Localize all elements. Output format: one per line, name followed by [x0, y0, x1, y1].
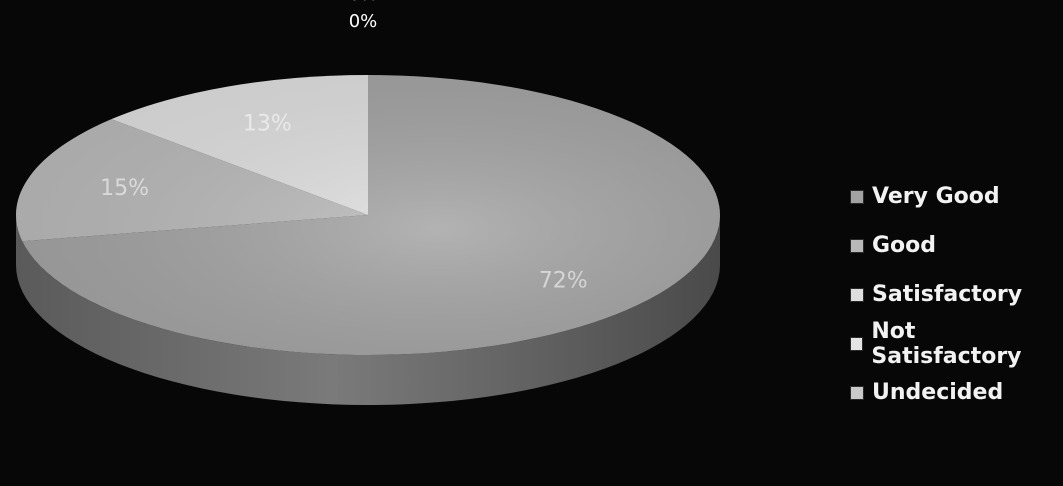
legend-item-satisfactory: Satisfactory: [850, 270, 1063, 319]
data-label-not-satisfactory: 0%: [349, 0, 378, 5]
legend-swatch: [850, 189, 864, 204]
legend-item-not-satisfactory: Not Satisfactory: [850, 318, 1063, 369]
legend-swatch: [850, 238, 864, 253]
legend-label: Satisfactory: [872, 282, 1023, 307]
data-label-good: 15%: [100, 176, 149, 201]
legend-item-very-good: Very Good: [850, 172, 1063, 221]
legend-swatch: [850, 385, 864, 400]
legend-swatch: [850, 336, 864, 351]
chart-legend: Very Good Good Satisfactory Not Satisfac…: [850, 172, 1063, 417]
pie-side-wall: [16, 215, 720, 405]
data-label-very-good: 72%: [539, 268, 588, 293]
legend-label: Undecided: [872, 380, 1004, 405]
legend-label: Good: [872, 233, 937, 258]
data-label-satisfactory: 13%: [243, 111, 292, 136]
legend-label: Very Good: [872, 184, 1000, 209]
data-label-undecided: 0%: [349, 11, 378, 32]
legend-swatch: [850, 287, 864, 302]
legend-item-good: Good: [850, 221, 1063, 270]
legend-label: Not Satisfactory: [871, 318, 1022, 369]
legend-item-undecided: Undecided: [850, 368, 1063, 417]
pie-shading: [16, 75, 720, 355]
